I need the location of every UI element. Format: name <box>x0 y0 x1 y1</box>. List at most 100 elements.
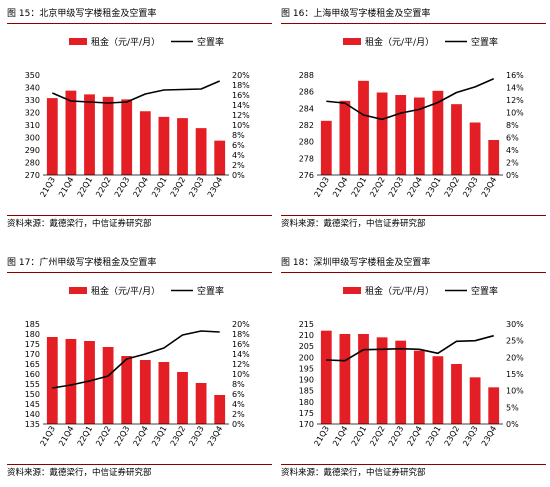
x-tick-label: 23Q3 <box>187 176 206 199</box>
y-tick-label: 320 <box>25 109 40 118</box>
title-rule <box>281 272 546 273</box>
x-tick-label: 21Q3 <box>38 176 57 199</box>
y-tick-label: 276 <box>299 171 314 180</box>
rent-bar <box>195 383 207 424</box>
y-tick-label: 175 <box>25 340 40 349</box>
y-tick-label: 155 <box>25 380 40 389</box>
y-tick-label: 135 <box>25 420 40 429</box>
y-tick-label: 300 <box>25 134 40 143</box>
y2-tick-label: 6% <box>232 390 245 399</box>
x-tick-label: 23Q1 <box>424 176 443 199</box>
y2-tick-label: 16% <box>232 91 250 100</box>
y2-tick-label: 2% <box>232 161 245 170</box>
y2-tick-label: 5% <box>506 403 519 412</box>
x-tick-label: 23Q3 <box>187 425 206 448</box>
source-rule <box>281 464 546 465</box>
y2-tick-label: 2% <box>232 410 245 419</box>
y-tick-label: 185 <box>25 320 40 329</box>
x-tick-label: 23Q2 <box>443 176 462 199</box>
y-tick-label: 280 <box>25 159 40 168</box>
y2-tick-label: 0% <box>506 171 519 180</box>
y-tick-label: 170 <box>299 420 314 429</box>
y2-tick-label: 8% <box>506 121 519 130</box>
rent-bar <box>413 97 425 175</box>
source-rule <box>7 464 272 465</box>
x-tick-label: 23Q1 <box>424 425 443 448</box>
y-tick-label: 180 <box>299 398 314 407</box>
y2-tick-label: 14% <box>232 101 250 110</box>
legend-bar-swatch <box>69 38 87 45</box>
figure-title: 图 15：北京甲级写字楼租金及空置率 <box>7 9 157 19</box>
rent-bar <box>102 347 114 424</box>
y2-tick-label: 16% <box>232 340 250 349</box>
rent-bar <box>214 395 226 424</box>
legend: 租金（元/平/月） 空置率 <box>343 36 498 48</box>
x-tick-label: 22Q1 <box>76 425 95 448</box>
y-tick-label: 210 <box>299 331 314 340</box>
x-tick-label: 23Q3 <box>461 176 480 199</box>
rent-bar <box>488 140 500 175</box>
y2-tick-label: 4% <box>506 146 519 155</box>
x-tick-label: 22Q4 <box>405 425 424 448</box>
x-tick-label: 22Q1 <box>350 425 369 448</box>
y2-tick-label: 8% <box>232 380 245 389</box>
y-tick-label: 286 <box>299 88 314 97</box>
x-tick-label: 23Q1 <box>150 176 169 199</box>
x-tick-label: 22Q2 <box>368 425 387 448</box>
shanghai-chart: 租金（元/平/月） 空置率 276 278 280 282 284 286 288 0% 2% 4% 6… <box>299 36 524 199</box>
x-tick-label: 21Q4 <box>331 176 350 199</box>
y2-tick-label: 10% <box>506 109 524 118</box>
guangzhou-chart: 租金（元/平/月） 空置率1351401451501551601651701751… <box>25 285 250 448</box>
source-note: 资料来源：戴德梁行，中信证券研究部 <box>7 219 152 229</box>
y2-tick-label: 20% <box>232 71 250 80</box>
rent-bar <box>84 94 95 176</box>
y-tick-label: 284 <box>299 104 314 113</box>
legend-line-label: 空置率 <box>197 36 224 48</box>
legend: 租金（元/平/月） 空置率 <box>69 36 224 48</box>
x-tick-label: 22Q2 <box>368 176 387 199</box>
source-rule <box>7 215 272 216</box>
x-tick-label: 22Q3 <box>113 425 132 448</box>
rent-bar <box>158 116 170 176</box>
y2-tick-label: 0% <box>506 420 519 429</box>
rent-bar <box>469 377 481 424</box>
y-tick-label: 205 <box>299 342 314 351</box>
y2-tick-label: 25% <box>506 337 524 346</box>
legend-line-label: 空置率 <box>197 285 224 297</box>
y-tick-label: 310 <box>25 121 40 130</box>
y2-tick-label: 10% <box>506 387 524 396</box>
rent-bar <box>158 362 170 424</box>
legend-line-label: 空置率 <box>471 36 498 48</box>
y-tick-label: 165 <box>25 360 40 369</box>
legend-bar-label: 租金（元/平/月） <box>91 36 160 48</box>
y2-tick-label: 20% <box>506 353 524 362</box>
y2-tick-label: 12% <box>506 96 524 105</box>
figure-title: 图 18：深圳甲级写字楼租金及空置率 <box>281 258 431 268</box>
rent-bar <box>451 364 462 424</box>
rent-bar <box>395 340 407 424</box>
rent-bar <box>65 90 77 176</box>
y2-tick-label: 10% <box>232 370 250 379</box>
y-tick-label: 185 <box>299 387 314 396</box>
rent-bar <box>339 334 351 424</box>
rent-bar <box>139 360 151 424</box>
y2-tick-label: 0% <box>232 420 245 429</box>
x-tick-label: 21Q3 <box>312 176 331 199</box>
y-tick-label: 175 <box>299 409 314 418</box>
x-tick-label: 22Q1 <box>350 176 369 199</box>
rent-bar <box>395 95 407 175</box>
x-tick-label: 23Q4 <box>480 425 499 448</box>
x-tick-label: 23Q4 <box>206 176 225 199</box>
y-tick-label: 340 <box>25 84 40 93</box>
y-tick-label: 215 <box>299 320 314 329</box>
title-rule <box>7 272 272 273</box>
y-tick-label: 290 <box>25 146 40 155</box>
y2-tick-label: 20% <box>232 320 250 329</box>
rent-bar <box>121 99 133 176</box>
rent-bar <box>46 98 58 176</box>
x-tick-label: 22Q3 <box>113 176 132 199</box>
x-tick-label: 22Q1 <box>76 176 95 199</box>
y2-tick-label: 4% <box>232 400 245 409</box>
y-tick-label: 190 <box>299 376 314 385</box>
title-rule <box>281 23 546 24</box>
